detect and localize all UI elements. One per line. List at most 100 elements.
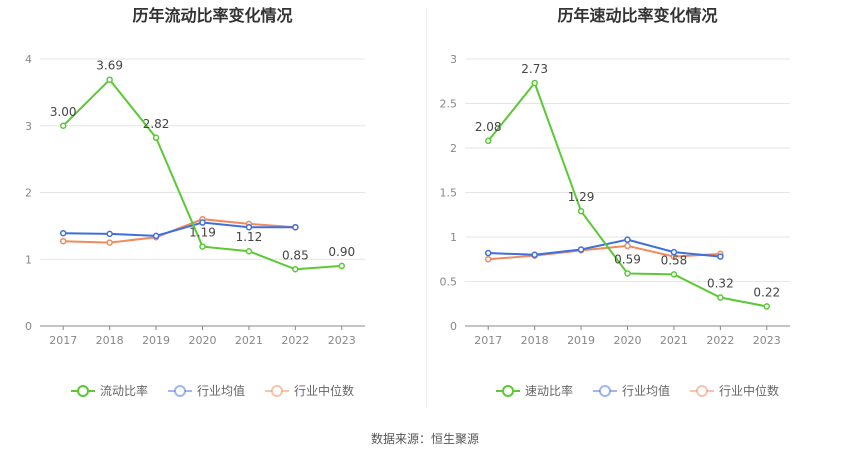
legend-marker-icon bbox=[70, 384, 95, 397]
data-point bbox=[245, 223, 253, 231]
legend-label: 行业均值 bbox=[621, 384, 670, 398]
data-point bbox=[763, 303, 771, 310]
y-tick-label: 1 bbox=[450, 231, 457, 244]
y-tick-label: 2 bbox=[25, 187, 32, 200]
quick-ratio-plot: 0 0.5 1 1.5 2 2.5 3 2017 2018 2019 2020 2021 2022 202… bbox=[440, 53, 790, 347]
data-point bbox=[106, 76, 113, 83]
data-point bbox=[59, 229, 67, 237]
y-tick-label: 0 bbox=[25, 320, 32, 333]
data-point bbox=[152, 134, 160, 142]
data-label: 3.00 bbox=[50, 105, 77, 119]
series-line-1 bbox=[63, 221, 296, 237]
quick-ratio-chart: 历年速动比率变化情况 0 0.5 1 1.5 2 2.5 3 2017 2018 2019 2020… bbox=[425, 0, 850, 420]
x-tick-label: 2022 bbox=[706, 334, 734, 347]
data-point bbox=[292, 223, 299, 231]
data-point bbox=[670, 248, 678, 256]
x-tick-label: 2017 bbox=[49, 334, 77, 347]
data-point bbox=[199, 243, 206, 250]
data-point bbox=[577, 207, 585, 215]
series-line-1 bbox=[488, 238, 721, 258]
data-label: 0.32 bbox=[707, 277, 734, 291]
data-point bbox=[106, 239, 113, 246]
y-tick-label: 2 bbox=[450, 142, 457, 155]
data-label: 1.29 bbox=[568, 190, 595, 204]
series-line-2 bbox=[488, 244, 721, 261]
y-tick-label: 1.5 bbox=[440, 187, 458, 200]
x-tick-label: 2017 bbox=[474, 334, 502, 347]
legend-marker-icon bbox=[592, 384, 617, 397]
x-tick-label: 2020 bbox=[189, 334, 217, 347]
legend-label: 速动比率 bbox=[524, 384, 573, 398]
data-point bbox=[531, 251, 538, 259]
data-label: 1.19 bbox=[189, 226, 216, 240]
data-point bbox=[670, 271, 678, 278]
data-point bbox=[59, 122, 67, 129]
legend-marker-icon bbox=[495, 384, 520, 397]
legend-marker-icon bbox=[265, 384, 289, 397]
legend-dot bbox=[501, 384, 514, 397]
x-tick-label: 2023 bbox=[328, 334, 356, 347]
y-tick-label: 0 bbox=[450, 320, 457, 333]
data-label: 0.22 bbox=[753, 285, 780, 299]
legend-dot bbox=[173, 384, 186, 397]
x-tick-label: 2019 bbox=[567, 334, 595, 347]
legend-label: 流动比率 bbox=[99, 384, 148, 398]
legend-item[interactable]: 速动比率 bbox=[495, 382, 573, 399]
data-point bbox=[484, 249, 492, 257]
y-tick-label: 3 bbox=[450, 53, 457, 66]
x-tick-label: 2018 bbox=[521, 334, 549, 347]
x-tick-label: 2023 bbox=[753, 334, 781, 347]
data-point bbox=[717, 253, 724, 260]
x-tick-label: 2018 bbox=[96, 334, 124, 347]
legend-item[interactable]: 流动比率 bbox=[70, 382, 148, 399]
legend-item[interactable]: 行业均值 bbox=[592, 382, 670, 399]
current-ratio-chart: 历年流动比率变化情况 0 1 2 3 4 2017 2018 2019 2020 2021 2022… bbox=[0, 0, 425, 420]
data-label: 2.73 bbox=[521, 62, 548, 76]
chart-legend: 速动比率 行业均值 行业中位数 bbox=[425, 382, 850, 399]
data-point bbox=[624, 242, 631, 250]
data-point bbox=[245, 247, 253, 255]
y-tick-label: 2.5 bbox=[440, 98, 458, 111]
data-label: 0.85 bbox=[282, 248, 309, 262]
legend-marker-icon bbox=[167, 384, 192, 397]
data-point bbox=[624, 236, 631, 243]
legend-label: 行业中位数 bbox=[719, 384, 780, 398]
legend-dot bbox=[76, 384, 89, 397]
data-point bbox=[717, 294, 724, 301]
x-tick-label: 2019 bbox=[142, 334, 170, 347]
panel-divider bbox=[426, 8, 427, 408]
data-label: 0.58 bbox=[661, 253, 688, 267]
legend-marker-icon bbox=[690, 384, 714, 397]
data-label: 0.59 bbox=[614, 252, 641, 266]
data-label: 0.90 bbox=[328, 245, 355, 259]
data-source-note: 数据来源：恒生聚源 bbox=[370, 432, 479, 446]
data-label: 3.69 bbox=[96, 59, 123, 73]
legend-item[interactable]: 行业中位数 bbox=[690, 382, 779, 399]
legend-dot bbox=[271, 384, 283, 397]
y-tick-label: 4 bbox=[25, 53, 32, 66]
legend-label: 行业中位数 bbox=[294, 384, 355, 398]
data-point bbox=[152, 232, 160, 240]
legend-item[interactable]: 行业均值 bbox=[167, 382, 245, 399]
data-point bbox=[199, 219, 206, 226]
series-line-0 bbox=[62, 78, 342, 271]
x-tick-label: 2021 bbox=[235, 334, 263, 347]
y-tick-label: 3 bbox=[25, 120, 32, 133]
legend-item[interactable]: 行业中位数 bbox=[265, 382, 354, 399]
data-point bbox=[106, 230, 113, 238]
chart-title: 历年速动比率变化情况 bbox=[557, 6, 718, 25]
data-point bbox=[59, 237, 67, 245]
data-point bbox=[292, 266, 299, 273]
chart-title: 历年流动比率变化情况 bbox=[132, 6, 293, 25]
x-tick-label: 2021 bbox=[660, 334, 688, 347]
data-label: 2.08 bbox=[475, 120, 502, 134]
data-point bbox=[577, 246, 585, 253]
data-point bbox=[484, 256, 492, 263]
current-ratio-plot: 0 1 2 3 4 2017 2018 2019 2020 2021 2022 2023 3.00 3.6… bbox=[25, 53, 365, 347]
data-label: 1.12 bbox=[236, 230, 263, 244]
data-point bbox=[484, 137, 492, 145]
data-point bbox=[531, 79, 538, 87]
x-tick-label: 2020 bbox=[614, 334, 642, 347]
y-tick-label: 0.5 bbox=[440, 276, 458, 289]
x-tick-label: 2022 bbox=[281, 334, 309, 347]
